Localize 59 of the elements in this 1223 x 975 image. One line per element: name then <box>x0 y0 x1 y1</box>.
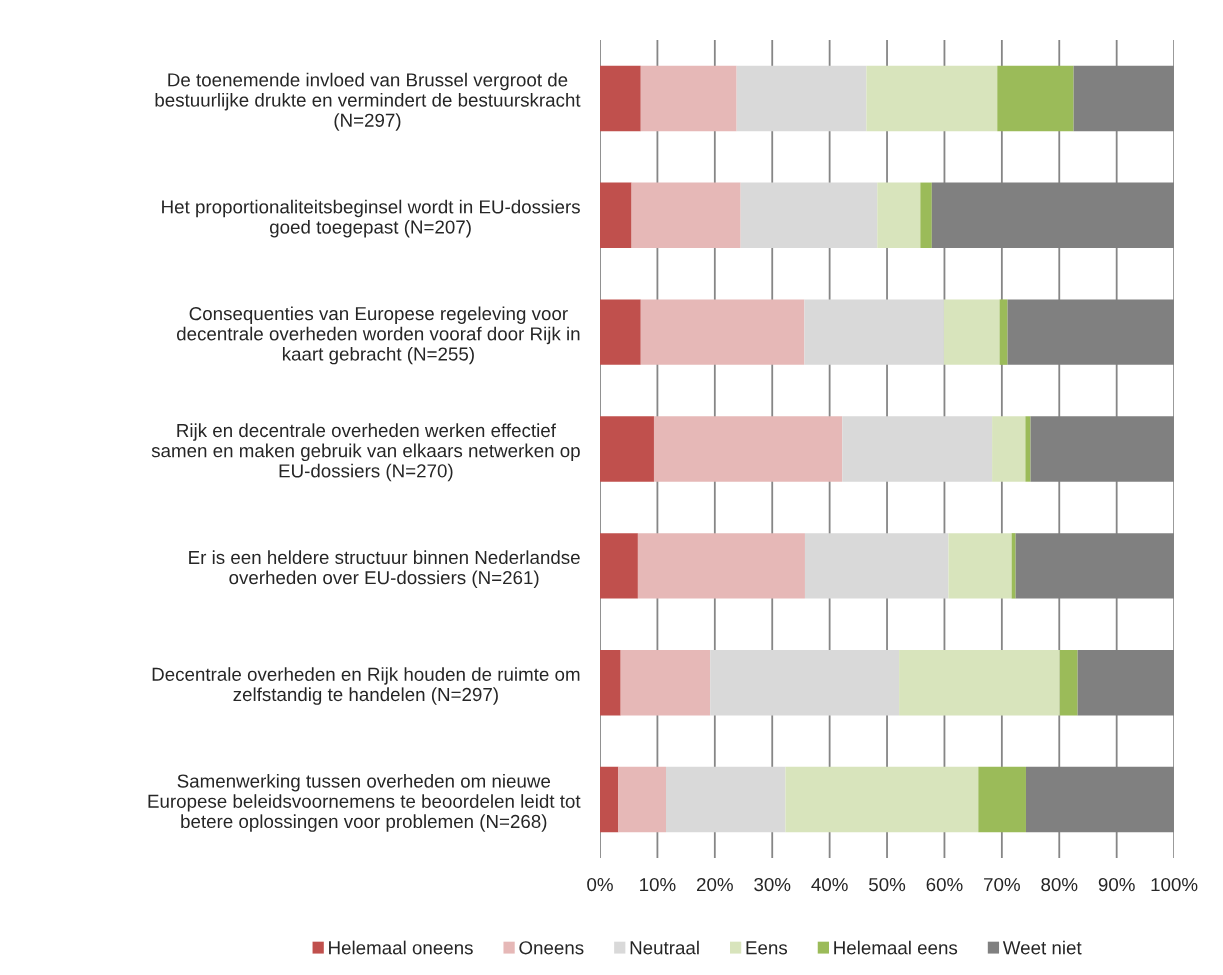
y-tick-label: Decentrale overheden en Rijk houden de ruimte om zelfstandig te handelen (N=297) <box>152 667 580 705</box>
bar <box>978 766 1026 833</box>
x-tick-label: 60% <box>926 877 963 892</box>
bar <box>653 416 843 482</box>
bar <box>600 182 632 248</box>
legend-label: Helemaal eens <box>834 940 958 955</box>
bar <box>899 649 1060 716</box>
legend-label: Helemaal oneens <box>329 940 473 955</box>
bar <box>620 649 711 716</box>
y-tick-label: Rijk en decentrale overheden werken effectief samen en maken gebruik van elkaars netwerken op EU-dossiers (N=270) <box>151 423 580 482</box>
legend-label: Weet niet <box>1002 940 1082 955</box>
bar <box>877 182 921 248</box>
bar <box>997 65 1074 132</box>
bar <box>736 65 867 132</box>
x-tick-label: 50% <box>869 877 906 892</box>
bar <box>600 299 641 365</box>
bar <box>600 649 621 716</box>
bar <box>920 182 932 248</box>
legend-label: Oneens <box>519 941 584 955</box>
bar <box>637 533 805 599</box>
x-tick-label: 70% <box>984 877 1020 892</box>
bar <box>992 416 1026 482</box>
x-tick-label: 100% <box>1151 877 1198 892</box>
bar <box>640 65 737 132</box>
y-tick-label: Er is een heldere structuur binnen Nederlandse overheden over EU-dossiers (N=261) <box>189 550 580 588</box>
bar <box>600 533 638 599</box>
bar <box>600 65 641 132</box>
x-tick-label: 10% <box>640 877 676 892</box>
x-tick-label: 40% <box>811 877 848 892</box>
bar <box>600 766 619 833</box>
legend-label: Eens <box>746 941 788 955</box>
bar <box>740 182 878 248</box>
legend-label: Neutraal <box>630 940 699 955</box>
bar <box>804 299 944 365</box>
bar <box>618 766 667 833</box>
bar <box>1011 533 1016 599</box>
bar <box>948 533 1012 599</box>
y-tick-label: Samenwerking tussen overheden om nieuwe Europese beleidsvoornemens te beoordelen leidt tot betere oplossingen voor problemen (N=268) <box>148 773 581 832</box>
bar <box>999 299 1008 365</box>
bar <box>785 766 979 833</box>
x-tick-label: 0% <box>587 877 613 892</box>
bar <box>640 299 805 365</box>
bar <box>710 649 900 716</box>
bar <box>631 182 741 248</box>
x-tick-label: 20% <box>697 877 733 892</box>
y-tick-label: De toenemende invloed van Brussel vergroot de bestuurlijke drukte en vermindert de bestuurskracht (N=297) <box>155 72 581 131</box>
bar <box>600 416 654 482</box>
bar <box>866 65 998 132</box>
x-tick-label: 30% <box>754 877 791 892</box>
bar <box>842 416 993 482</box>
bar <box>943 299 1000 365</box>
y-tick-label: Het proportionaliteitsbeginsel wordt in EU-dossiers goed toegepast (N=207) <box>162 199 580 238</box>
bar <box>1059 649 1078 716</box>
bar <box>1025 416 1031 482</box>
bar <box>804 533 949 599</box>
x-tick-label: 80% <box>1041 877 1078 892</box>
x-tick-label: 90% <box>1098 877 1135 892</box>
bar <box>666 766 786 833</box>
y-tick-label: Consequenties van Europese regeleving voor decentrale overheden worden vooraf door Rijk in kaart gebracht (N=255) <box>176 306 580 365</box>
